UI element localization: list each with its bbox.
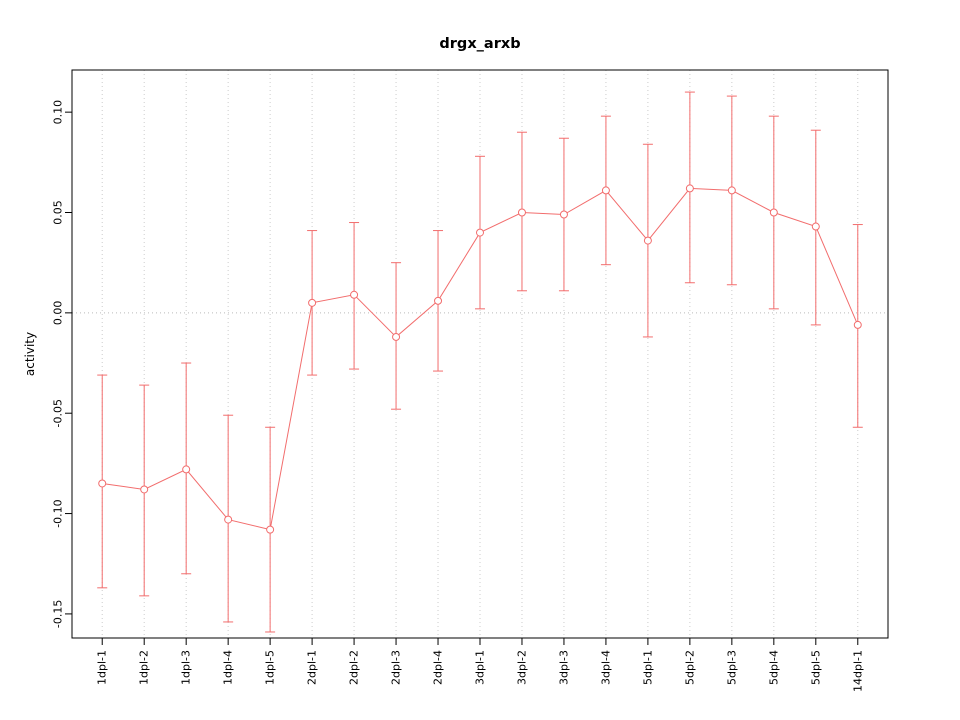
x-tick-label: 1dpl-2: [138, 650, 151, 685]
x-tick-label: 5dpl-2: [683, 650, 696, 685]
data-point: [182, 465, 191, 474]
x-tick-label: 1dpl-4: [222, 650, 235, 685]
data-point: [559, 210, 568, 219]
x-tick-label: 5dpl-4: [767, 650, 780, 685]
data-point: [601, 186, 610, 195]
x-tick-label: 3dpl-4: [599, 650, 612, 685]
y-tick-label: -0.15: [52, 600, 65, 628]
chart-title: drgx_arxb: [439, 36, 521, 52]
x-tick-label: 5dpl-5: [809, 650, 822, 685]
x-tick-label: 2dpl-3: [390, 650, 403, 685]
data-point: [434, 296, 443, 305]
x-tick-label: 1dpl-3: [180, 650, 193, 685]
y-tick-label: -0.05: [52, 399, 65, 427]
x-tick-label: 1dpl-5: [264, 650, 277, 685]
x-tick-label: 1dpl-1: [96, 650, 109, 685]
data-point: [266, 525, 275, 534]
data-point: [685, 184, 694, 193]
y-tick-label: 0.05: [52, 200, 65, 225]
data-point: [224, 515, 233, 524]
y-tick-label: 0.10: [52, 100, 65, 125]
x-tick-label: 3dpl-1: [474, 650, 487, 685]
x-tick-label: 2dpl-4: [432, 650, 445, 685]
x-tick-label: 3dpl-3: [557, 650, 570, 685]
x-tick-label: 5dpl-1: [641, 650, 654, 685]
data-point: [643, 236, 652, 245]
x-tick-label: 2dpl-2: [348, 650, 361, 685]
x-tick-label: 3dpl-2: [515, 650, 528, 685]
data-point: [811, 222, 820, 231]
data-point: [140, 485, 149, 494]
data-point: [476, 228, 484, 237]
data-point: [98, 479, 107, 488]
y-tick-label: -0.10: [52, 499, 65, 527]
data-point: [350, 290, 359, 299]
data-point: [517, 208, 526, 217]
y-tick-label: 0.00: [52, 301, 65, 326]
data-point: [769, 208, 778, 217]
data-point: [392, 332, 401, 341]
x-tick-label: 14dpl-1: [851, 650, 864, 692]
data-point: [727, 186, 736, 195]
data-point: [308, 298, 317, 307]
x-tick-label: 2dpl-1: [306, 650, 319, 685]
data-point: [853, 320, 862, 329]
x-tick-label: 5dpl-3: [725, 650, 738, 685]
